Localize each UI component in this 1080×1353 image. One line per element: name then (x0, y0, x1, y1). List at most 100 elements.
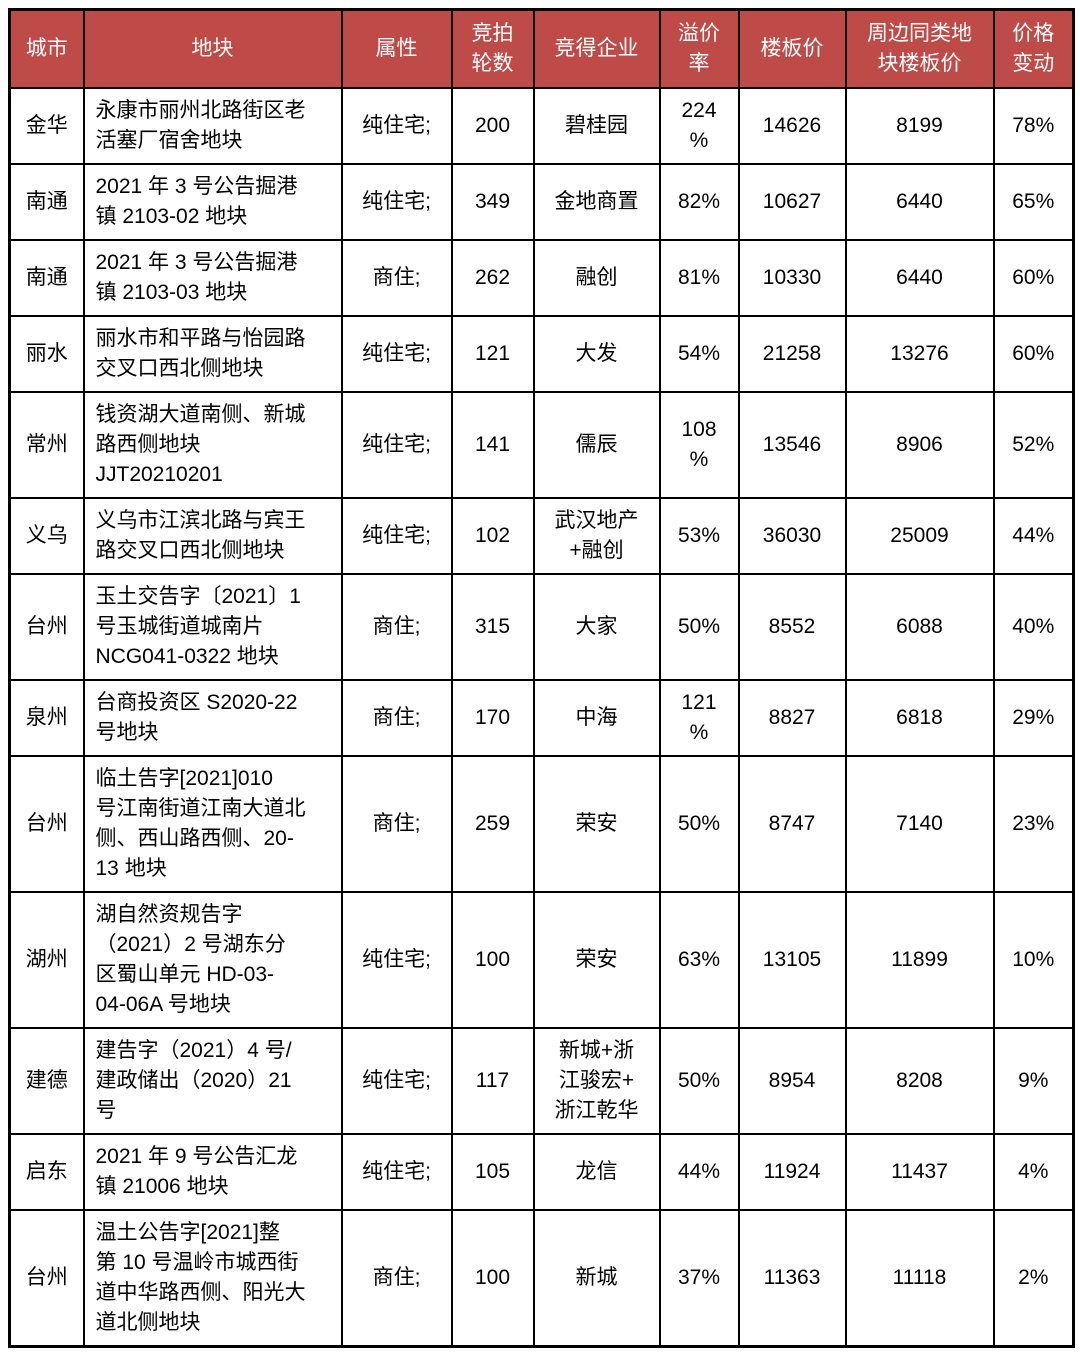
cell-rounds: 315 (450, 573, 535, 681)
cell-floor-price: 13105 (737, 891, 847, 1029)
cell-attribute: 商住; (340, 755, 453, 893)
cell-city: 台州 (8, 755, 85, 893)
cell-premium: 50% (658, 1027, 740, 1135)
cell-city: 南通 (8, 239, 85, 317)
table-row: 建德 建告字（2021）4 号/ 建政储出（2020）21 号纯住宅; 117 新城+… (8, 1027, 1075, 1135)
cell-city: 常州 (8, 391, 85, 499)
cell-attribute: 纯住宅; (340, 497, 453, 575)
cell-price-change: 29% (992, 679, 1075, 757)
table-body: 金华 永康市丽州北路街区老 活塞厂宿舍地块 纯住宅; 200 碧桂园 224 % 14626… (8, 87, 1075, 1348)
cell-parcel: 2021 年 3 号公告掘港 镇 2103-03 地块 (82, 239, 343, 317)
cell-floor-price: 21258 (737, 315, 847, 393)
cell-winner: 大发 (532, 315, 661, 393)
cell-rounds: 200 (450, 87, 535, 165)
cell-winner: 新城 (532, 1209, 661, 1348)
column-header-nearby-floor-price: 周边同类地 块楼板价 (844, 8, 995, 89)
cell-price-change: 60% (992, 239, 1075, 317)
cell-nearby-floor-price: 6818 (844, 679, 995, 757)
cell-premium: 44% (658, 1133, 740, 1211)
cell-winner: 荣安 (532, 755, 661, 893)
column-header-attribute: 属性 (340, 8, 453, 89)
cell-city: 湖州 (8, 891, 85, 1029)
cell-winner: 金地商置 (532, 163, 661, 241)
cell-parcel: 临土告字[2021]010 号江南街道江南大道北 侧、西山路西侧、20- 13 … (82, 755, 343, 893)
cell-attribute: 纯住宅; (340, 1027, 453, 1135)
table-row: 南通 2021 年 3 号公告掘港 镇 2103-02 地块 纯住宅; 349 金地商置… (8, 163, 1075, 241)
cell-nearby-floor-price: 11437 (844, 1133, 995, 1211)
cell-floor-price: 10627 (737, 163, 847, 241)
cell-city: 南通 (8, 163, 85, 241)
cell-city: 泉州 (8, 679, 85, 757)
column-header-premium: 溢价 率 (658, 8, 740, 89)
column-header-parcel: 地块 (82, 8, 343, 89)
cell-nearby-floor-price: 8906 (844, 391, 995, 499)
cell-floor-price: 13546 (737, 391, 847, 499)
cell-nearby-floor-price: 6440 (844, 239, 995, 317)
cell-parcel: 2021 年 3 号公告掘港 镇 2103-02 地块 (82, 163, 343, 241)
cell-nearby-floor-price: 6440 (844, 163, 995, 241)
table-row: 湖州 湖自然资规告字 （2021）2 号湖东分 区蜀山单元 HD-03- 04-0… (8, 891, 1075, 1029)
table-row: 义乌 义乌市江滨北路与宾王 路交叉口西北侧地块 纯住宅; 102 武汉地产 +融创 53%… (8, 497, 1075, 575)
cell-winner: 武汉地产 +融创 (532, 497, 661, 575)
cell-attribute: 纯住宅; (340, 1133, 453, 1211)
cell-floor-price: 36030 (737, 497, 847, 575)
cell-city: 台州 (8, 573, 85, 681)
header-row: 城市 地块 属性 竞拍 轮数 竞得企业 溢价 率 楼板价 周边同类地 块楼板价 … (8, 8, 1075, 89)
cell-premium: 224 % (658, 87, 740, 165)
cell-city: 建德 (8, 1027, 85, 1135)
cell-attribute: 纯住宅; (340, 391, 453, 499)
cell-premium: 82% (658, 163, 740, 241)
cell-price-change: 4% (992, 1133, 1075, 1211)
cell-parcel: 义乌市江滨北路与宾王 路交叉口西北侧地块 (82, 497, 343, 575)
cell-price-change: 23% (992, 755, 1075, 893)
cell-rounds: 100 (450, 891, 535, 1029)
table-header: 城市 地块 属性 竞拍 轮数 竞得企业 溢价 率 楼板价 周边同类地 块楼板价 … (8, 8, 1075, 89)
land-auction-table: 城市 地块 属性 竞拍 轮数 竞得企业 溢价 率 楼板价 周边同类地 块楼板价 … (8, 8, 1075, 1348)
cell-price-change: 9% (992, 1027, 1075, 1135)
table-row: 常州 钱资湖大道南侧、新城 路西侧地块 JJT20210201 纯住宅; 141 儒辰 1… (8, 391, 1075, 499)
cell-winner: 融创 (532, 239, 661, 317)
table-row: 台州 温土公告字[2021]整 第 10 号温岭市城西街 道中华路西侧、阳光大 道… (8, 1209, 1075, 1348)
cell-floor-price: 8747 (737, 755, 847, 893)
cell-price-change: 44% (992, 497, 1075, 575)
cell-city: 金华 (8, 87, 85, 165)
cell-rounds: 259 (450, 755, 535, 893)
cell-parcel: 建告字（2021）4 号/ 建政储出（2020）21 号 (82, 1027, 343, 1135)
cell-attribute: 纯住宅; (340, 163, 453, 241)
cell-parcel: 玉土交告字〔2021〕1 号玉城街道城南片 NCG041-0322 地块 (82, 573, 343, 681)
cell-rounds: 121 (450, 315, 535, 393)
cell-rounds: 117 (450, 1027, 535, 1135)
column-header-winner: 竞得企业 (532, 8, 661, 89)
table-row: 启东 2021 年 9 号公告汇龙 镇 21006 地块 纯住宅; 105 龙信 44% 1… (8, 1133, 1075, 1211)
cell-price-change: 2% (992, 1209, 1075, 1348)
cell-premium: 50% (658, 755, 740, 893)
cell-winner: 中海 (532, 679, 661, 757)
cell-winner: 儒辰 (532, 391, 661, 499)
table-row: 金华 永康市丽州北路街区老 活塞厂宿舍地块 纯住宅; 200 碧桂园 224 % 14626… (8, 87, 1075, 165)
cell-city: 台州 (8, 1209, 85, 1348)
cell-nearby-floor-price: 11899 (844, 891, 995, 1029)
table-row: 台州 玉土交告字〔2021〕1 号玉城街道城南片 NCG041-0322 地块 商住… (8, 573, 1075, 681)
cell-attribute: 商住; (340, 573, 453, 681)
cell-floor-price: 8954 (737, 1027, 847, 1135)
cell-city: 丽水 (8, 315, 85, 393)
cell-nearby-floor-price: 25009 (844, 497, 995, 575)
cell-attribute: 纯住宅; (340, 87, 453, 165)
cell-nearby-floor-price: 8208 (844, 1027, 995, 1135)
cell-price-change: 65% (992, 163, 1075, 241)
column-header-city: 城市 (8, 8, 85, 89)
cell-rounds: 105 (450, 1133, 535, 1211)
cell-premium: 108 % (658, 391, 740, 499)
cell-nearby-floor-price: 7140 (844, 755, 995, 893)
cell-price-change: 52% (992, 391, 1075, 499)
cell-winner: 碧桂园 (532, 87, 661, 165)
cell-nearby-floor-price: 6088 (844, 573, 995, 681)
cell-attribute: 商住; (340, 239, 453, 317)
cell-rounds: 262 (450, 239, 535, 317)
cell-attribute: 商住; (340, 679, 453, 757)
cell-rounds: 170 (450, 679, 535, 757)
cell-parcel: 台商投资区 S2020-22 号地块 (82, 679, 343, 757)
cell-price-change: 40% (992, 573, 1075, 681)
cell-premium: 63% (658, 891, 740, 1029)
table-row: 台州 临土告字[2021]010 号江南街道江南大道北 侧、西山路西侧、20- 1… (8, 755, 1075, 893)
